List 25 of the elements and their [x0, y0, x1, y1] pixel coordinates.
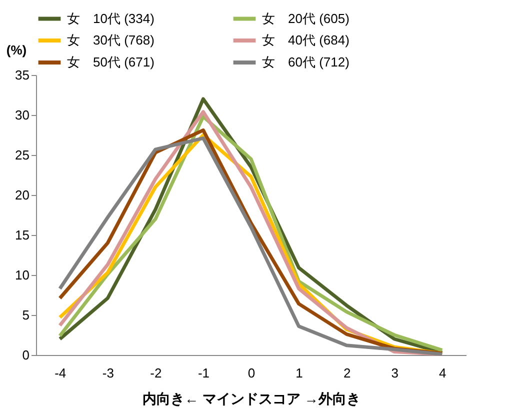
- y-tick-label: 5: [22, 308, 30, 322]
- legend-label: 女 20代 (605): [262, 10, 350, 26]
- x-tick-label: 0: [248, 366, 256, 380]
- legend-label: 女 50代 (671): [67, 54, 154, 70]
- x-tick-label: 4: [438, 366, 446, 380]
- y-tick-label: 15: [15, 228, 30, 242]
- y-axis-title: (%): [6, 42, 27, 58]
- y-tick-label: 0: [22, 348, 30, 362]
- x-tick-label: -3: [102, 366, 114, 380]
- x-tick-label: 1: [296, 366, 303, 380]
- legend-label: 女 10代 (334): [67, 10, 154, 26]
- x-tick-label: -2: [150, 366, 162, 380]
- x-tick-label: -4: [54, 366, 66, 380]
- legend-label: 女 60代 (712): [262, 54, 350, 70]
- y-tick-label: 30: [15, 108, 30, 122]
- y-tick-label: 20: [15, 188, 30, 202]
- x-tick-label: 3: [391, 366, 398, 380]
- x-tick-label: -1: [198, 366, 210, 380]
- x-axis-title: 内向き← マインドスコア →外向き: [142, 390, 360, 406]
- y-tick-label: 25: [15, 148, 30, 162]
- legend-label: 女 40代 (684): [262, 32, 350, 48]
- legend-label: 女 30代 (768): [67, 32, 154, 48]
- x-tick-label: 2: [343, 366, 351, 380]
- y-tick-label: 10: [15, 268, 30, 282]
- y-tick-label: 35: [15, 68, 30, 82]
